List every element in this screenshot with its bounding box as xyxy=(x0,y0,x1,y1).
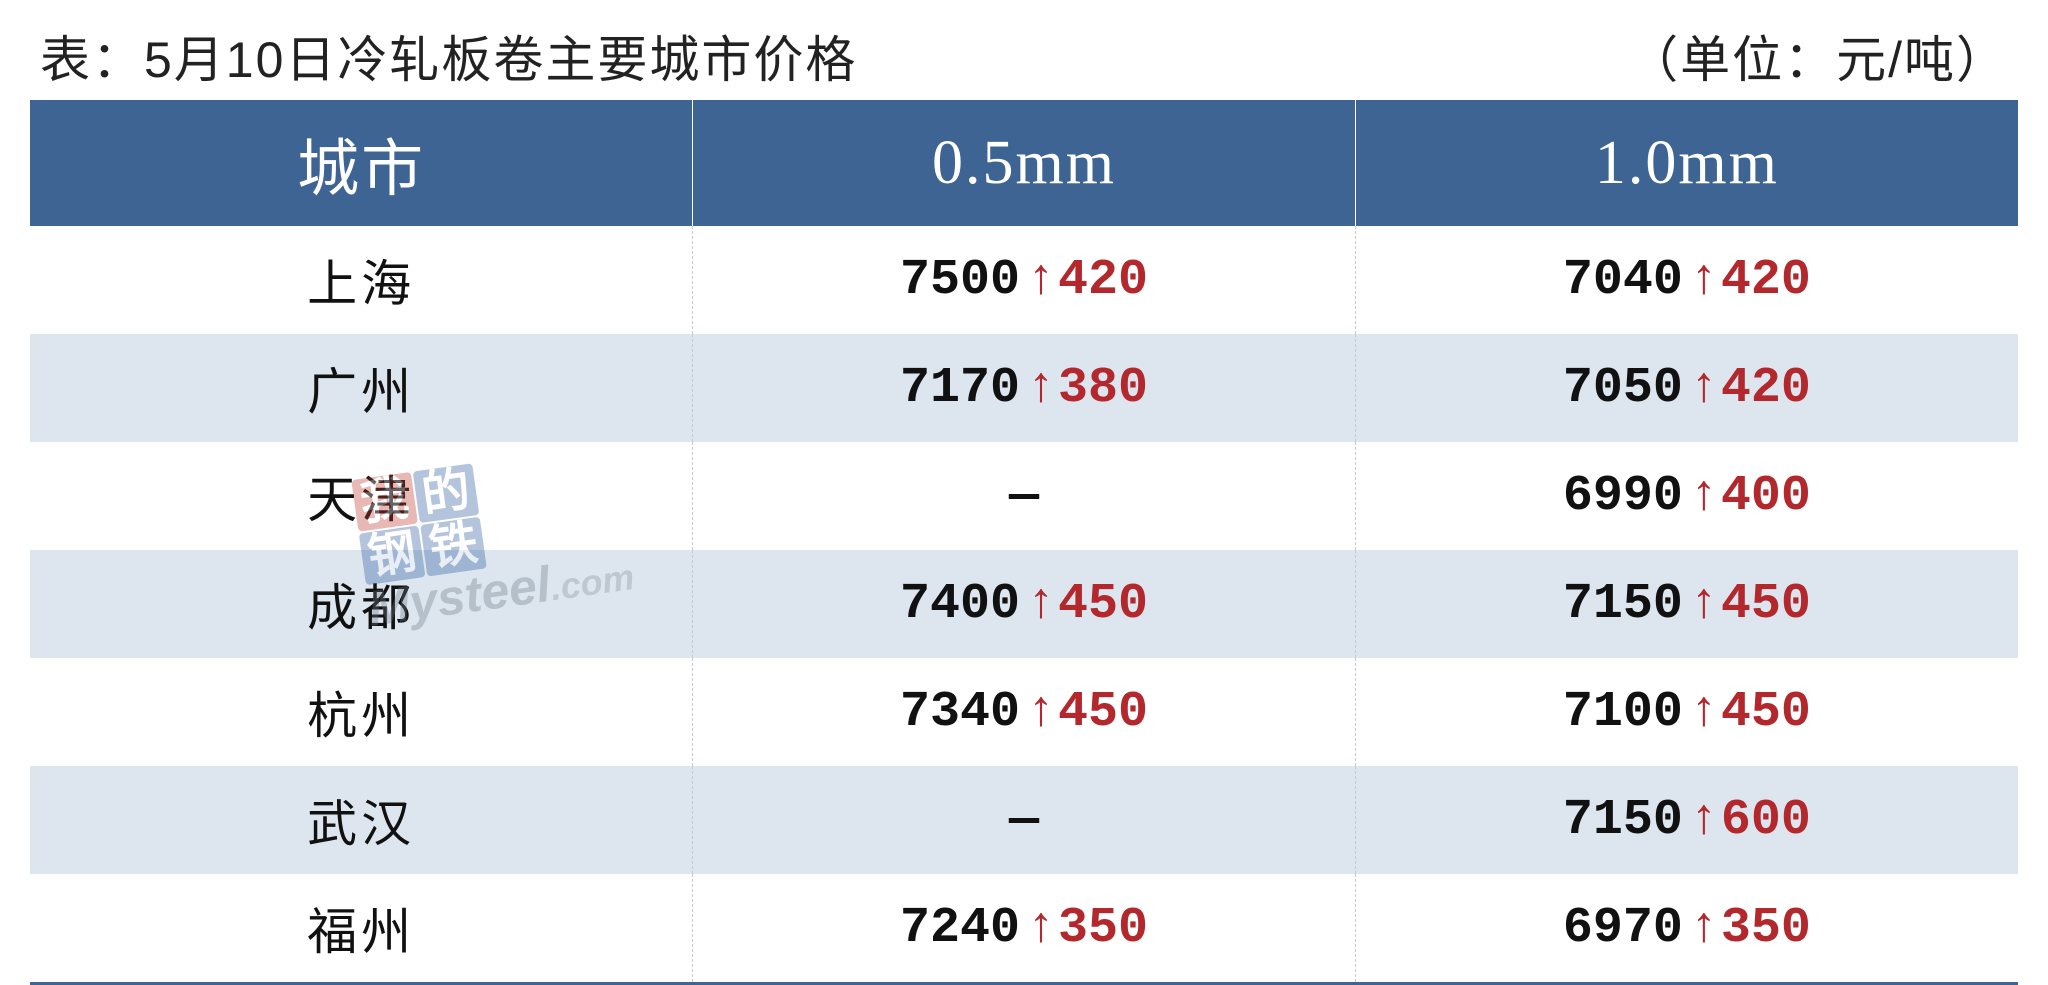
price-value: 7500 xyxy=(900,252,1020,309)
table-row: 成都7400↑4507150↑450 xyxy=(30,550,2018,658)
price-10mm-cell: 7100↑450 xyxy=(1355,658,2018,766)
price-10mm-cell: 6990↑400 xyxy=(1355,442,2018,550)
city-cell: 武汉 xyxy=(30,766,693,874)
city-cell: 上海 xyxy=(30,226,693,334)
price-05mm-cell: 7240↑350 xyxy=(693,874,1356,982)
price-05mm-cell: — xyxy=(693,442,1356,550)
price-value: 6970 xyxy=(1563,900,1683,957)
price-05mm-cell: 7500↑420 xyxy=(693,226,1356,334)
price-05mm-cell: 7400↑450 xyxy=(693,550,1356,658)
delta-value: 450 xyxy=(1721,684,1811,741)
table-row: 武汉 — 7150↑600 xyxy=(30,766,2018,874)
price-10mm-cell: 7150↑450 xyxy=(1355,550,2018,658)
city-cell: 杭州 xyxy=(30,658,693,766)
arrow-up-icon: ↑ xyxy=(1689,360,1719,417)
table-row: 广州7170↑3807050↑420 xyxy=(30,334,2018,442)
price-05mm-cell: 7170↑380 xyxy=(693,334,1356,442)
table-row: 上海7500↑4207040↑420 xyxy=(30,226,2018,334)
price-value: 7150 xyxy=(1563,576,1683,633)
price-05mm-cell: 7340↑450 xyxy=(693,658,1356,766)
delta-value: 400 xyxy=(1721,468,1811,525)
price-value: 7340 xyxy=(900,684,1020,741)
price-value: 7170 xyxy=(900,360,1020,417)
delta-value: 420 xyxy=(1058,252,1148,309)
price-value: 7240 xyxy=(900,900,1020,957)
arrow-up-icon: ↑ xyxy=(1689,468,1719,525)
arrow-up-icon: ↑ xyxy=(1026,900,1056,957)
delta-value: 600 xyxy=(1721,792,1811,849)
table-head-row: 城市 0.5mm 1.0mm xyxy=(30,100,2018,226)
delta-value: 420 xyxy=(1721,252,1811,309)
arrow-up-icon: ↑ xyxy=(1689,576,1719,633)
city-cell: 成都 xyxy=(30,550,693,658)
price-value: 7400 xyxy=(900,576,1020,633)
price-10mm-cell: 7150↑600 xyxy=(1355,766,2018,874)
table-body: 上海7500↑4207040↑420广州7170↑3807050↑420天津—6… xyxy=(30,226,2018,982)
delta-value: 450 xyxy=(1721,576,1811,633)
delta-value: 450 xyxy=(1058,576,1148,633)
price-05mm-cell: — xyxy=(693,766,1356,874)
col-header-10mm: 1.0mm xyxy=(1355,100,2018,226)
arrow-up-icon: ↑ xyxy=(1026,576,1056,633)
price-value: 7100 xyxy=(1563,684,1683,741)
arrow-up-icon: ↑ xyxy=(1026,360,1056,417)
delta-value: 380 xyxy=(1058,360,1148,417)
table-row: 杭州7340↑4507100↑450 xyxy=(30,658,2018,766)
delta-value: 350 xyxy=(1721,900,1811,957)
city-cell: 天津 xyxy=(30,442,693,550)
price-value: 6990 xyxy=(1563,468,1683,525)
empty-value: — xyxy=(1009,468,1039,525)
price-table: 城市 0.5mm 1.0mm 上海7500↑4207040↑420广州7170↑… xyxy=(30,100,2018,982)
col-header-city: 城市 xyxy=(30,100,693,226)
table-unit: （单位：元/吨） xyxy=(1628,20,2008,92)
table-row: 福州7240↑3506970↑350 xyxy=(30,874,2018,982)
col-header-05mm: 0.5mm xyxy=(693,100,1356,226)
empty-value: — xyxy=(1009,792,1039,849)
arrow-up-icon: ↑ xyxy=(1689,792,1719,849)
delta-value: 350 xyxy=(1058,900,1148,957)
price-value: 7040 xyxy=(1563,252,1683,309)
price-value: 7150 xyxy=(1563,792,1683,849)
arrow-up-icon: ↑ xyxy=(1689,900,1719,957)
price-10mm-cell: 7050↑420 xyxy=(1355,334,2018,442)
city-cell: 福州 xyxy=(30,874,693,982)
table-row: 天津 — 6990↑400 xyxy=(30,442,2018,550)
delta-value: 450 xyxy=(1058,684,1148,741)
arrow-up-icon: ↑ xyxy=(1026,252,1056,309)
city-cell: 广州 xyxy=(30,334,693,442)
delta-value: 420 xyxy=(1721,360,1811,417)
arrow-up-icon: ↑ xyxy=(1689,252,1719,309)
arrow-up-icon: ↑ xyxy=(1026,684,1056,741)
table-title: 表：5月10日冷轧板卷主要城市价格 xyxy=(40,20,857,92)
table-header-row: 表：5月10日冷轧板卷主要城市价格 （单位：元/吨） xyxy=(30,20,2018,92)
price-10mm-cell: 6970↑350 xyxy=(1355,874,2018,982)
price-value: 7050 xyxy=(1563,360,1683,417)
price-10mm-cell: 7040↑420 xyxy=(1355,226,2018,334)
arrow-up-icon: ↑ xyxy=(1689,684,1719,741)
